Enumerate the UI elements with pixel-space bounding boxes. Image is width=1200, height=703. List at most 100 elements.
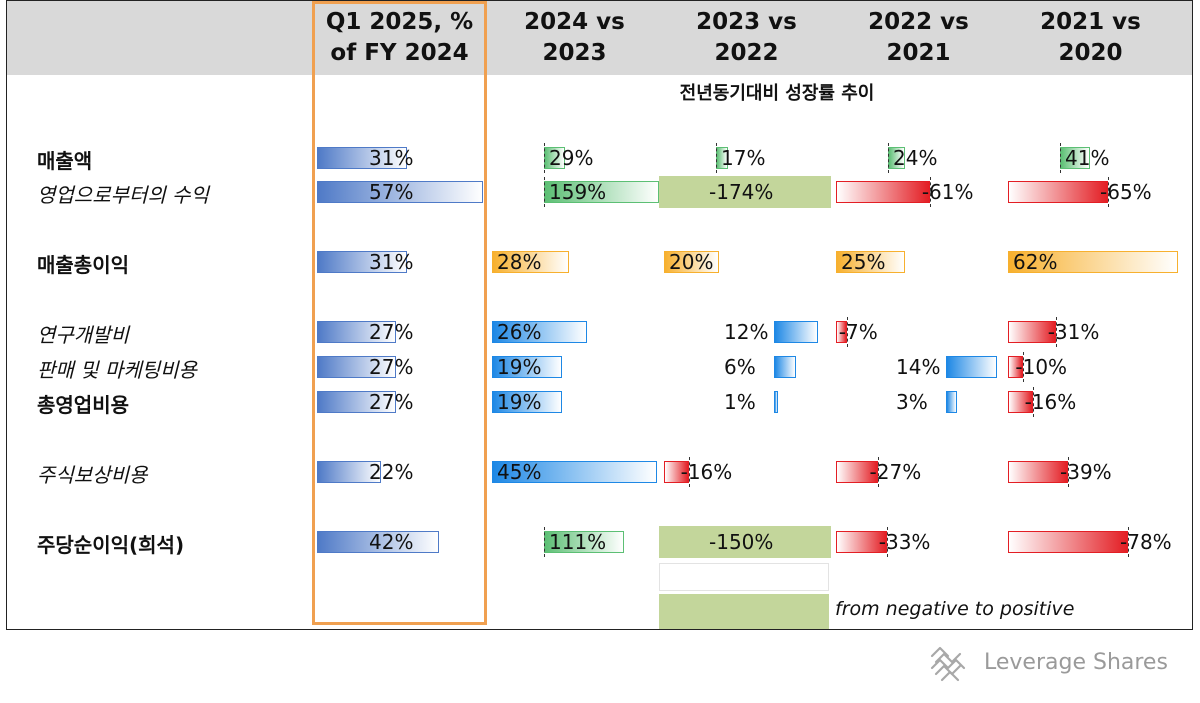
bar-7-3 bbox=[836, 531, 887, 553]
value-label-2-4: 62% bbox=[1013, 250, 1058, 274]
brand-logo: Leverage Shares bbox=[922, 640, 1192, 690]
bar-7-4 bbox=[1008, 531, 1128, 553]
bar-3-3 bbox=[836, 321, 847, 343]
zero-line-3-3 bbox=[846, 317, 848, 347]
bar-3-2 bbox=[774, 321, 818, 343]
row-label-6: 주식보상비용 bbox=[37, 463, 148, 487]
zero-line-1-1 bbox=[544, 177, 545, 207]
bar-1-4 bbox=[1008, 181, 1108, 203]
row-label-7: 주당순이익(희석) bbox=[37, 533, 185, 557]
zero-line-7-3 bbox=[886, 527, 888, 557]
value-label-0-4: 41% bbox=[1065, 146, 1110, 170]
bar-2-1 bbox=[492, 251, 569, 273]
value-label-5-4: -16% bbox=[1024, 390, 1077, 414]
zero-line-0-2 bbox=[716, 143, 717, 173]
value-label-3-2: 12% bbox=[724, 320, 769, 344]
zero-line-6-3 bbox=[877, 457, 879, 487]
value-label-0-2: 17% bbox=[721, 146, 766, 170]
value-label-2-2: 20% bbox=[669, 250, 714, 274]
value-label-1-3: -61% bbox=[921, 180, 974, 204]
value-label-5-2: 1% bbox=[724, 390, 756, 414]
value-label-3-4: -31% bbox=[1047, 320, 1100, 344]
value-label-4-1: 19% bbox=[497, 355, 542, 379]
column-header-3: 2022 vs 2021 bbox=[868, 9, 969, 66]
value-label-1-4: -65% bbox=[1100, 180, 1152, 204]
zero-line-3-4 bbox=[1055, 317, 1057, 347]
column-header-2: 2023 vs 2022 bbox=[696, 9, 797, 66]
header-band bbox=[7, 1, 1192, 75]
bar-6-1 bbox=[492, 461, 657, 483]
value-label-0-0: 31% bbox=[369, 146, 414, 170]
column-header-1: 2024 vs 2023 bbox=[524, 9, 625, 66]
bar-3-0 bbox=[317, 321, 396, 343]
legend-swatch bbox=[659, 594, 829, 629]
bar-1-0 bbox=[317, 181, 483, 203]
value-label-3-0: 27% bbox=[369, 320, 414, 344]
value-label-1-2: -174% bbox=[709, 180, 774, 204]
bar-4-3 bbox=[946, 356, 998, 378]
bar-2-4 bbox=[1008, 251, 1178, 273]
row-label-2: 매출총이익 bbox=[37, 253, 129, 277]
bar-4-1 bbox=[492, 356, 562, 378]
bar-4-2 bbox=[774, 356, 796, 378]
value-label-6-3: -27% bbox=[869, 460, 922, 484]
chart-frame: 전년동기대비 성장률 추이 매출액 31% 29% 17% 24% 41% 영업으로부터의 … bbox=[6, 0, 1193, 630]
zero-line-0-1 bbox=[544, 143, 545, 173]
value-label-0-1: 29% bbox=[549, 146, 594, 170]
bar-5-1 bbox=[492, 391, 562, 413]
zero-line-1-3 bbox=[929, 177, 931, 207]
value-label-4-0: 27% bbox=[369, 355, 414, 379]
value-label-7-0: 42% bbox=[369, 530, 414, 554]
bar-1-2 bbox=[659, 176, 831, 208]
row-label-3: 연구개발비 bbox=[37, 323, 129, 347]
value-label-6-0: 22% bbox=[369, 460, 414, 484]
zero-line-0-3 bbox=[888, 143, 889, 173]
leverage-shares-logo-icon bbox=[930, 646, 966, 682]
zero-line-7-1 bbox=[544, 527, 545, 557]
value-label-1-1: 159% bbox=[549, 180, 607, 204]
bar-4-0 bbox=[317, 356, 396, 378]
row-label-5: 총영업비용 bbox=[37, 393, 129, 417]
value-label-3-1: 26% bbox=[497, 320, 542, 344]
bar-5-2 bbox=[774, 391, 778, 413]
bar-5-4 bbox=[1008, 391, 1033, 413]
column-header-4: 2021 vs 2020 bbox=[1040, 9, 1141, 66]
bar-6-0 bbox=[317, 461, 382, 483]
bar-6-3 bbox=[836, 461, 878, 483]
bar-6-2 bbox=[664, 461, 689, 483]
bar-7-0 bbox=[317, 531, 440, 553]
bar-2-0 bbox=[317, 251, 408, 273]
row-label-4: 판매 및 마케팅비용 bbox=[37, 358, 197, 382]
value-label-4-2: 6% bbox=[724, 355, 756, 379]
value-label-1-0: 57% bbox=[369, 180, 414, 204]
zero-line-4-4 bbox=[1023, 352, 1025, 382]
value-label-6-2: -16% bbox=[680, 460, 733, 484]
bar-4-4 bbox=[1008, 356, 1024, 378]
value-label-7-3: -33% bbox=[878, 530, 931, 554]
value-label-5-1: 19% bbox=[497, 390, 542, 414]
legend-label: from negative to positive bbox=[835, 598, 1075, 620]
bar-3-4 bbox=[1008, 321, 1056, 343]
bar-7-2 bbox=[659, 526, 831, 558]
bar-0-0 bbox=[317, 147, 408, 169]
value-label-2-0: 31% bbox=[369, 250, 414, 274]
value-label-6-1: 45% bbox=[497, 460, 542, 484]
zero-line-0-4 bbox=[1060, 143, 1061, 173]
legend-blank-box bbox=[659, 563, 829, 591]
bar-6-4 bbox=[1008, 461, 1068, 483]
row-label-1: 영업으로부터의 수익 bbox=[37, 183, 209, 207]
value-label-3-3: -7% bbox=[838, 320, 878, 344]
value-label-0-3: 24% bbox=[893, 146, 938, 170]
zero-line-6-4 bbox=[1068, 457, 1069, 487]
value-label-7-1: 111% bbox=[549, 530, 607, 554]
bar-5-0 bbox=[317, 391, 396, 413]
row-label-0: 매출액 bbox=[37, 149, 93, 173]
bar-3-1 bbox=[492, 321, 588, 343]
value-label-4-3: 14% bbox=[896, 355, 941, 379]
value-label-6-4: -39% bbox=[1060, 460, 1112, 484]
column-header-0: Q1 2025, % of FY 2024 bbox=[325, 9, 474, 66]
bar-1-3 bbox=[836, 181, 930, 203]
value-label-2-1: 28% bbox=[497, 250, 542, 274]
zero-line-6-2 bbox=[688, 457, 690, 487]
zero-line-7-4 bbox=[1128, 527, 1129, 557]
